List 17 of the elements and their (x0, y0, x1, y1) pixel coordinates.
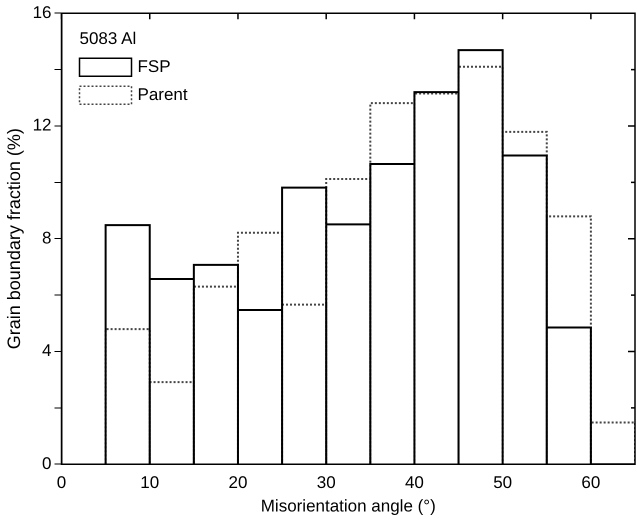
legend-title: 5083 Al (80, 28, 136, 48)
x-tick-label: 0 (56, 473, 66, 492)
y-tick-label: 0 (42, 454, 52, 473)
x-tick-label: 50 (493, 473, 512, 492)
x-axis-title: Misorientation angle (°) (260, 496, 436, 516)
y-tick-label: 16 (32, 2, 52, 22)
x-tick-label: 10 (140, 473, 160, 492)
y-axis-title: Grain boundary fraction (%) (4, 128, 24, 350)
legend-label: FSP (138, 56, 171, 76)
x-tick-label: 60 (581, 473, 600, 492)
legend-label: Parent (138, 84, 188, 104)
y-tick-label: 12 (32, 116, 52, 135)
y-tick-label: 4 (42, 341, 52, 360)
x-tick-label: 30 (316, 473, 336, 492)
y-tick-label: 8 (42, 228, 52, 248)
x-tick-label: 40 (404, 473, 424, 492)
x-tick-label: 20 (228, 473, 248, 492)
